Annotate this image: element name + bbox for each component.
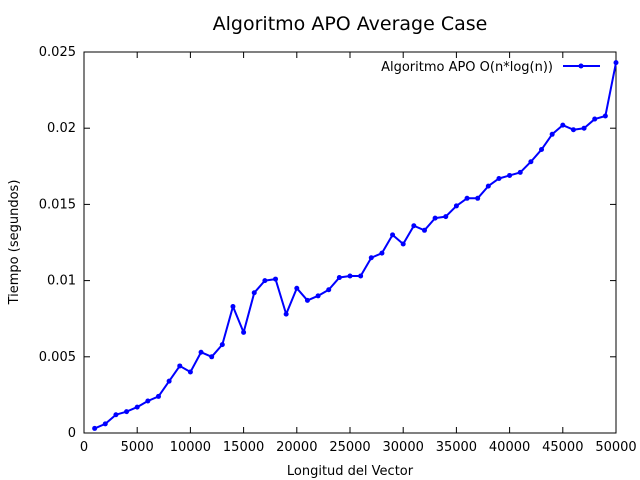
y-tick-label: 0.02 <box>47 121 76 136</box>
data-point <box>400 241 406 247</box>
data-point <box>92 425 98 431</box>
x-tick-label: 50000 <box>595 440 636 455</box>
data-point <box>432 215 438 221</box>
data-point <box>549 131 555 137</box>
data-point <box>198 349 204 355</box>
data-point <box>155 393 161 399</box>
data-point <box>485 183 491 189</box>
series-line <box>94 62 617 430</box>
data-point <box>124 409 130 415</box>
x-tick-label: 25000 <box>329 440 370 455</box>
data-point <box>379 250 385 256</box>
data-point <box>294 285 300 291</box>
data-point <box>177 363 183 369</box>
data-point <box>273 276 279 282</box>
data-point <box>347 273 353 279</box>
y-tick-label: 0.025 <box>39 45 76 60</box>
data-point <box>560 122 566 128</box>
data-point <box>209 354 215 360</box>
data-point <box>230 304 236 310</box>
x-tick-label: 35000 <box>436 440 477 455</box>
data-point <box>102 421 108 427</box>
series-layer <box>92 60 619 431</box>
x-tick-label: 40000 <box>489 440 530 455</box>
data-point <box>592 116 598 122</box>
legend: Algoritmo APO O(n*log(n)) <box>381 60 600 75</box>
y-tick-label: 0.01 <box>47 274 76 289</box>
data-point <box>166 378 172 384</box>
x-axis-label: Longitud del Vector <box>287 464 414 479</box>
data-point <box>613 60 619 66</box>
data-point <box>528 159 534 165</box>
data-point <box>443 214 449 220</box>
y-tick-label: 0 <box>68 426 76 441</box>
data-point <box>539 147 545 153</box>
data-point <box>411 223 417 229</box>
data-point <box>496 175 502 181</box>
x-tick-label: 5000 <box>121 440 154 455</box>
data-point <box>517 169 523 175</box>
x-tick-label: 15000 <box>223 440 264 455</box>
data-point <box>304 297 310 303</box>
data-point <box>336 275 342 281</box>
data-point <box>113 412 119 418</box>
x-tick-label: 20000 <box>276 440 317 455</box>
data-point <box>358 273 364 279</box>
data-point <box>453 203 459 209</box>
y-tick-label: 0.005 <box>39 350 76 365</box>
data-point <box>315 293 321 299</box>
y-axis-label: Tiempo (segundos) <box>7 180 22 306</box>
data-point <box>145 398 151 404</box>
data-point <box>251 290 257 296</box>
x-tick-label: 0 <box>80 440 88 455</box>
data-point <box>507 172 513 178</box>
data-point <box>262 278 268 284</box>
legend-label: Algoritmo APO O(n*log(n)) <box>381 60 553 75</box>
axis-ticks: 0 5000 10000 15000 20000 25000 30000 35000 40000… <box>39 45 637 455</box>
data-point <box>187 369 193 375</box>
chart-title: Algoritmo APO Average Case <box>213 13 488 35</box>
x-tick-label: 30000 <box>383 440 424 455</box>
data-point <box>581 125 587 131</box>
data-point <box>134 404 140 410</box>
x-tick-label: 10000 <box>170 440 211 455</box>
data-point <box>241 329 247 335</box>
data-point <box>464 195 470 201</box>
data-point <box>475 195 481 201</box>
data-point <box>326 287 332 293</box>
data-point <box>602 113 608 119</box>
plot-area-frame <box>83 51 617 434</box>
legend-marker <box>578 63 584 69</box>
data-point <box>570 127 576 133</box>
data-point <box>421 227 427 233</box>
data-point <box>283 311 289 317</box>
y-tick-label: 0.015 <box>39 197 76 212</box>
x-tick-label: 45000 <box>542 440 583 455</box>
data-point <box>390 232 396 238</box>
data-point <box>368 255 374 261</box>
data-point <box>219 342 225 348</box>
